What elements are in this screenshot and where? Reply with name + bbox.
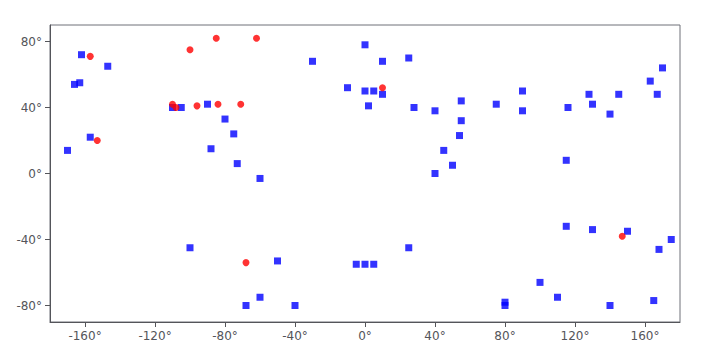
- svg-text:-40°: -40°: [16, 233, 42, 247]
- svg-text:-80°: -80°: [16, 299, 42, 313]
- svg-text:0°: 0°: [28, 167, 42, 181]
- svg-text:120°: 120°: [561, 329, 590, 343]
- svg-text:-120°: -120°: [138, 329, 171, 343]
- svg-text:80°: 80°: [494, 329, 515, 343]
- svg-text:40°: 40°: [21, 101, 42, 115]
- svg-text:-40°: -40°: [282, 329, 308, 343]
- svg-text:-80°: -80°: [212, 329, 238, 343]
- svg-text:0°: 0°: [358, 329, 372, 343]
- svg-text:160°: 160°: [631, 329, 660, 343]
- svg-text:80°: 80°: [21, 35, 42, 49]
- svg-text:-160°: -160°: [68, 329, 101, 343]
- svg-text:40°: 40°: [424, 329, 445, 343]
